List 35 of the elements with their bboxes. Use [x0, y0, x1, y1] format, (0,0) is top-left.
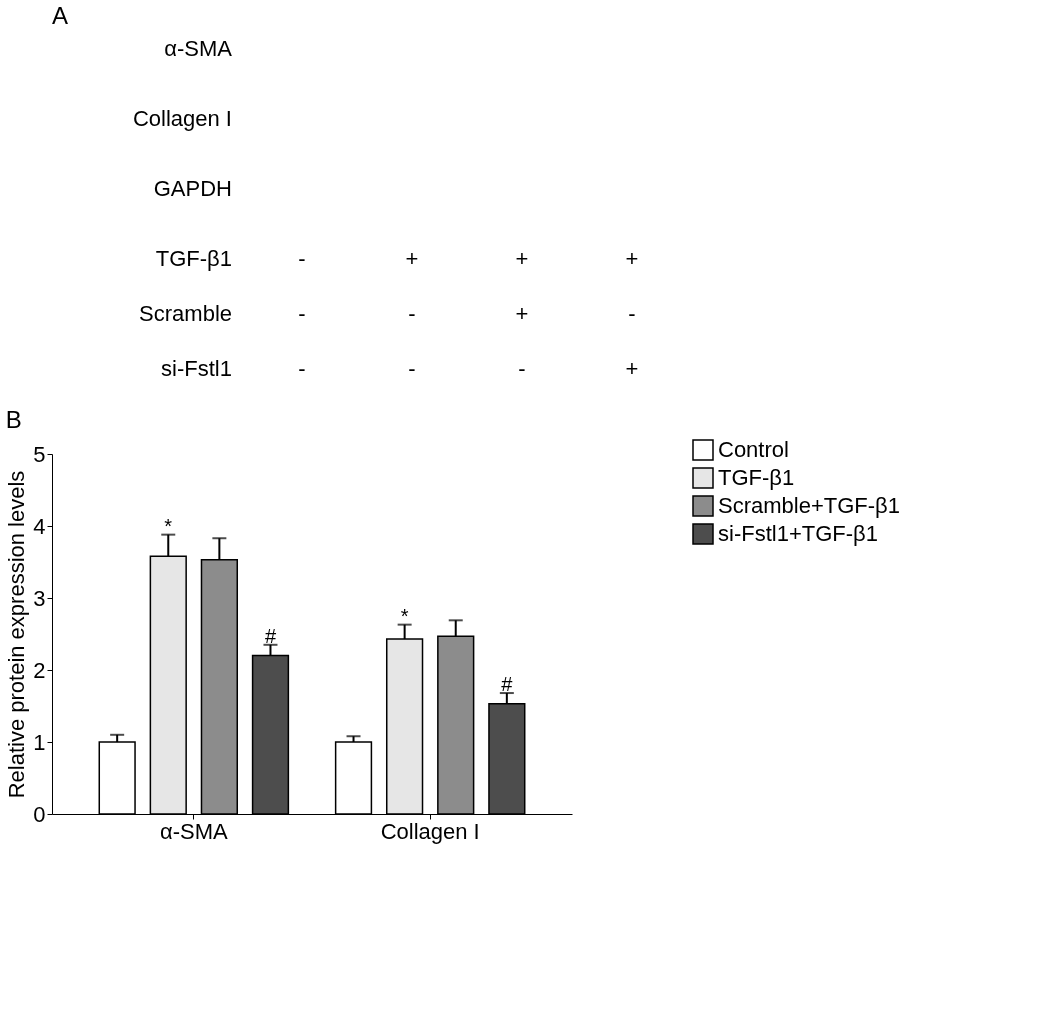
legend-label: si-Fstl1+TGF-β1	[718, 521, 878, 546]
y-tick-label: 5	[33, 441, 46, 467]
text: GAPDH	[153, 176, 232, 201]
text: Scramble	[139, 301, 232, 326]
text: Collagen I	[132, 106, 232, 131]
text: -	[298, 246, 306, 271]
text: α-SMA	[164, 36, 233, 61]
y-tick-label: 3	[33, 585, 46, 611]
annotation: *	[164, 514, 173, 537]
y-tick-label: 1	[33, 729, 46, 755]
text: -	[408, 356, 416, 381]
text: si-Fstl1	[161, 356, 232, 381]
text: -	[298, 301, 306, 326]
y-tick-label: 0	[33, 801, 46, 827]
chart-title: B	[5, 406, 22, 433]
text: +	[405, 246, 419, 271]
text: -	[298, 356, 306, 381]
text: -	[408, 301, 416, 326]
legend-label: Control	[718, 437, 789, 462]
y-axis-title: Relative protein expression levels	[4, 470, 30, 799]
annotation: *	[400, 604, 409, 627]
text: +	[515, 246, 529, 271]
text: +	[625, 356, 639, 381]
text: -	[628, 301, 636, 326]
annotation: #	[264, 624, 277, 647]
annotation: #	[501, 673, 514, 696]
text: +	[515, 301, 529, 326]
legend-label: TGF-β1	[718, 465, 795, 490]
text: -	[518, 356, 526, 381]
legend-label: Scramble+TGF-β1	[718, 493, 900, 518]
y-tick-label: 4	[33, 513, 46, 539]
text: A	[52, 2, 69, 29]
text: TGF-β1	[155, 246, 232, 271]
text: +	[625, 246, 639, 271]
y-tick-label: 2	[33, 657, 46, 683]
